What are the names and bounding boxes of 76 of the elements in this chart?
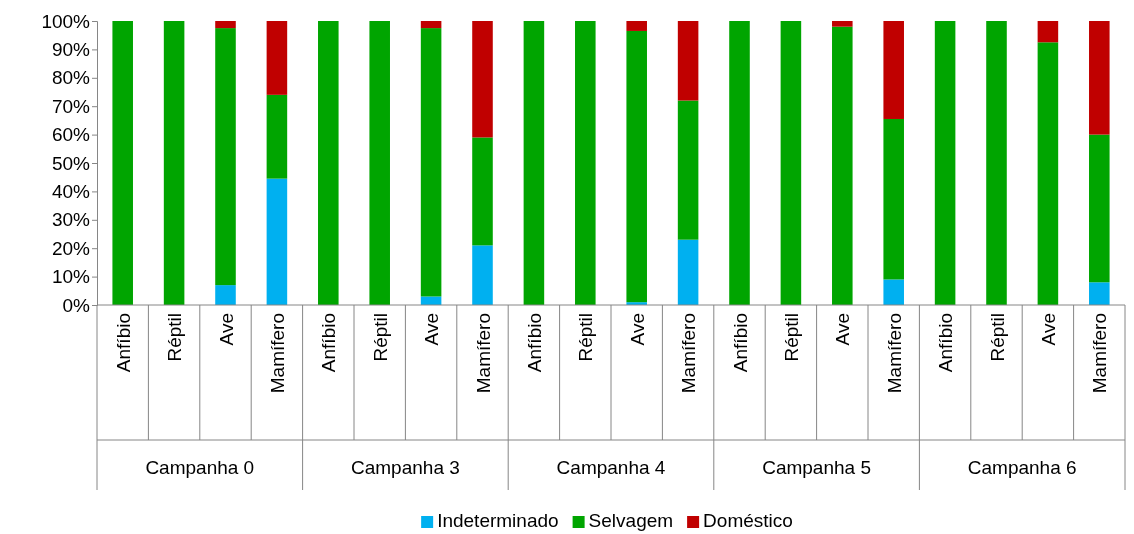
y-tick-label: 50% [51, 152, 91, 174]
y-tick-label: 30% [51, 209, 91, 231]
x-tick-label: Mamífero [266, 313, 288, 394]
x-tick-label: Anfíbio [935, 313, 957, 373]
bar [883, 279, 904, 305]
text: Campanha 5 [762, 457, 871, 478]
x-tick-label: Mamífero [678, 313, 700, 394]
y-tick-label: 100% [41, 10, 91, 32]
text: Campanha 6 [967, 457, 1077, 478]
x-tick-label: Mamífero [1089, 313, 1111, 394]
y-tick-label: 40% [51, 180, 91, 202]
bar [266, 21, 288, 95]
bar [420, 21, 442, 29]
bar [472, 137, 493, 246]
bar [318, 21, 339, 305]
bar [832, 26, 853, 305]
text: Campanha 4 [556, 457, 666, 478]
text: Campanha 3 [351, 457, 460, 478]
bar [832, 21, 853, 27]
bar [215, 285, 236, 305]
bar [1089, 134, 1110, 283]
bar [883, 118, 904, 280]
y-tick-label: 90% [51, 38, 91, 60]
bar [523, 21, 545, 305]
bar [986, 21, 1007, 305]
text: Campanha 0 [145, 457, 255, 478]
x-tick-label: Mamífero [472, 313, 494, 394]
bar [677, 100, 699, 240]
x-tick-label: Réptil [164, 313, 186, 362]
legend-label: Doméstico [703, 510, 793, 531]
bar [934, 21, 956, 305]
bar [729, 21, 750, 305]
bar [215, 21, 236, 29]
bar [575, 21, 596, 305]
x-tick-label: Réptil [986, 313, 1008, 362]
bar [266, 94, 288, 179]
y-tick-label: 20% [51, 237, 91, 259]
bar [626, 30, 647, 303]
legend-label: Selvagem [588, 510, 674, 531]
bar [1037, 21, 1059, 43]
bar [266, 178, 288, 305]
y-tick-label: 70% [51, 95, 91, 117]
x-tick-label: Anfíbio [729, 313, 751, 373]
bar [677, 239, 699, 305]
bar [883, 21, 904, 119]
bar [112, 21, 133, 305]
x-tick-label: Ave [1037, 313, 1059, 346]
bar [1089, 282, 1110, 305]
bar [369, 21, 390, 305]
x-tick-label: Réptil [780, 313, 802, 362]
x-tick-label: Ave [626, 313, 648, 346]
x-tick-label: Anfíbio [523, 313, 545, 373]
x-tick-label: Mamífero [883, 313, 905, 394]
bar [1037, 42, 1059, 305]
y-tick-label: 60% [51, 124, 91, 146]
bar [472, 245, 493, 305]
x-tick-label: Ave [421, 313, 443, 346]
x-tick-label: Réptil [369, 313, 391, 362]
x-tick-label: Anfíbio [318, 313, 340, 373]
bar [215, 28, 236, 286]
y-tick-label: 10% [51, 266, 91, 288]
bar [420, 296, 442, 305]
legend-label: Indeterminado [437, 510, 559, 531]
x-tick-label: Réptil [575, 313, 597, 362]
bar [163, 21, 185, 305]
bar [780, 21, 802, 305]
bar [626, 21, 647, 31]
y-tick-label: 0% [62, 294, 91, 316]
bar [677, 21, 699, 101]
x-tick-label: Ave [215, 313, 237, 346]
bar [420, 28, 442, 297]
y-tick-label: 80% [51, 67, 91, 89]
x-tick-label: Ave [832, 313, 854, 346]
bar [1089, 21, 1110, 135]
x-tick-label: Anfíbio [112, 313, 134, 373]
bar [472, 21, 493, 138]
